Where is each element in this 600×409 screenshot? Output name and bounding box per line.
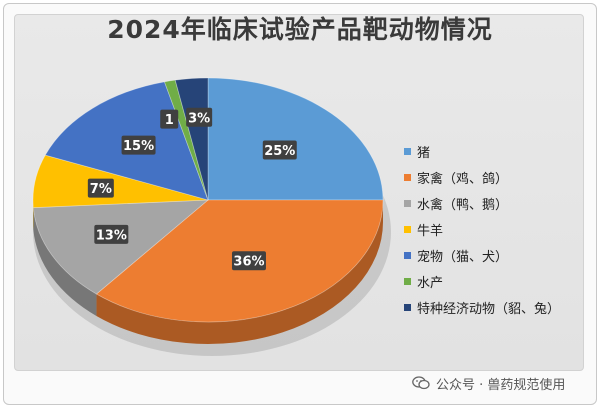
watermark-footer: 公众号 · 兽药规范使用 [412, 372, 598, 394]
data-label-text: 25% [264, 144, 295, 159]
legend-label: 水产 [417, 275, 444, 291]
data-label-0: 25% [262, 140, 297, 160]
pie-side-2 [33, 207, 97, 317]
data-label-6: 3% [186, 107, 213, 127]
pie-slice-3 [32, 154, 209, 209]
legend-swatch [404, 147, 411, 155]
legend-item: 牛羊 [404, 216, 584, 242]
legend-swatch [404, 277, 411, 285]
wechat-icon [412, 376, 430, 390]
data-label-1: 36% [231, 251, 266, 271]
data-label-box [231, 251, 266, 271]
legend-swatch [404, 251, 411, 259]
data-label-2: 13% [94, 224, 129, 244]
data-label-box [94, 224, 129, 244]
data-label-text: 15% [123, 139, 154, 154]
data-label-box [160, 109, 179, 129]
watermark-text: 公众号 · 兽药规范使用 [436, 377, 566, 393]
legend-item: 家禽（鸡、鸽） [404, 164, 584, 190]
legend-item: 水产 [404, 268, 584, 294]
legend-label: 宠物（猫、犬） [417, 249, 509, 265]
data-label-text: 3% [188, 111, 210, 126]
data-label-text: 7% [90, 182, 112, 197]
legend-label: 猪 [417, 145, 431, 161]
data-label-box [262, 140, 297, 160]
legend-item: 特种经济动物（貂、兔） [404, 294, 584, 320]
pie-slice-2 [32, 199, 210, 295]
legend-label: 水禽（鸭、鹅） [417, 197, 509, 213]
legend-swatch [404, 225, 411, 233]
legend-item: 宠物（猫、犬） [404, 242, 584, 268]
legend-item: 水禽（鸭、鹅） [404, 190, 584, 216]
legend-label: 家禽（鸡、鸽） [417, 171, 509, 187]
pie-slice-0 [207, 77, 384, 201]
data-label-text: 1 [165, 113, 174, 128]
data-label-box [186, 107, 213, 127]
pie-side-1 [96, 200, 383, 344]
data-label-box [121, 135, 156, 155]
data-label-5: 1 [160, 109, 179, 129]
data-label-3: 7% [87, 178, 114, 198]
data-label-4: 15% [121, 135, 156, 155]
legend-item: 猪 [404, 138, 584, 164]
legend-swatch [404, 199, 411, 207]
data-label-text: 36% [233, 255, 264, 270]
legend-swatch [404, 303, 411, 311]
chart-legend: 猪家禽（鸡、鸽） 水禽（鸭、鹅） 牛羊宠物（猫、犬） 水产特种经济动物（貂、兔） [404, 138, 584, 320]
legend-label: 牛羊 [417, 223, 444, 239]
legend-swatch [404, 173, 411, 181]
legend-label: 特种经济动物（貂、兔） [417, 301, 561, 317]
chart-title: 2024年临床试验产品靶动物情况 [107, 15, 493, 44]
data-label-box [87, 178, 114, 198]
data-label-text: 13% [96, 228, 127, 243]
